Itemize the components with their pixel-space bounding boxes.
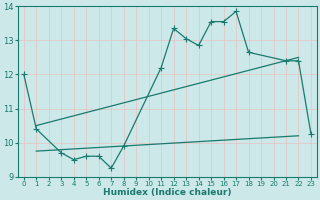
X-axis label: Humidex (Indice chaleur): Humidex (Indice chaleur): [103, 188, 232, 197]
